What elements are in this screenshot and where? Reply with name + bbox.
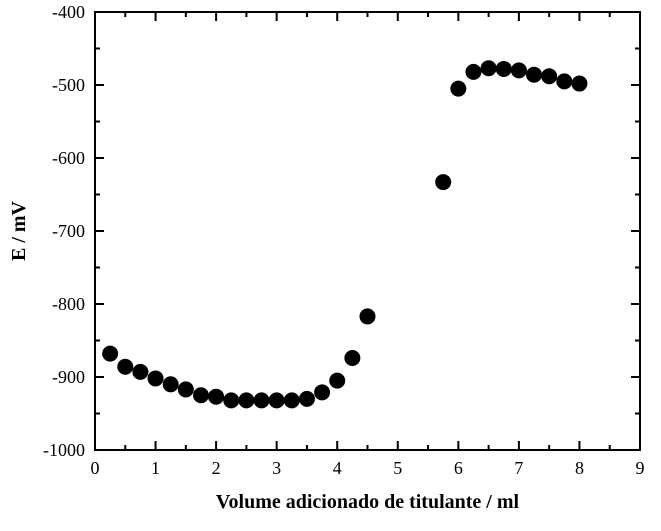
data-point bbox=[496, 61, 511, 76]
data-point bbox=[315, 385, 330, 400]
data-point bbox=[254, 393, 269, 408]
x-tick-label: 4 bbox=[333, 458, 342, 478]
data-point bbox=[572, 76, 587, 91]
y-axis-label: E / mV bbox=[8, 200, 30, 261]
data-point bbox=[284, 393, 299, 408]
data-point bbox=[224, 393, 239, 408]
data-point bbox=[239, 393, 254, 408]
data-point bbox=[557, 74, 572, 89]
chart-svg: 0 1 2 3 4 5 6 7 8 9 -1000 -900 -800 -700 -600 -500 -400 V… bbox=[0, 0, 661, 531]
x-tick-label: 8 bbox=[575, 458, 584, 478]
x-tick-label: 6 bbox=[454, 458, 463, 478]
x-tick-label: 7 bbox=[514, 458, 523, 478]
y-tick-label: -500 bbox=[52, 75, 85, 95]
data-point bbox=[511, 63, 526, 78]
data-point bbox=[451, 81, 466, 96]
titration-chart: 0 1 2 3 4 5 6 7 8 9 -1000 -900 -800 -700 -600 -500 -400 V… bbox=[0, 0, 661, 531]
y-tick-label: -900 bbox=[52, 367, 85, 387]
x-tick-label: 9 bbox=[636, 458, 645, 478]
data-point bbox=[103, 346, 118, 361]
data-point bbox=[542, 69, 557, 84]
data-point bbox=[148, 371, 163, 386]
y-tick-label: -800 bbox=[52, 294, 85, 314]
data-point bbox=[209, 389, 224, 404]
y-tick-label: -1000 bbox=[43, 440, 85, 460]
data-point bbox=[527, 67, 542, 82]
data-point bbox=[330, 373, 345, 388]
data-point bbox=[436, 175, 451, 190]
data-point bbox=[163, 377, 178, 392]
data-point bbox=[360, 309, 375, 324]
data-point bbox=[345, 351, 360, 366]
data-point bbox=[481, 61, 496, 76]
y-tick-label: -400 bbox=[52, 2, 85, 22]
data-point bbox=[299, 391, 314, 406]
data-point bbox=[193, 388, 208, 403]
x-tick-label: 5 bbox=[393, 458, 402, 478]
x-tick-label: 0 bbox=[91, 458, 100, 478]
data-point bbox=[269, 393, 284, 408]
data-point bbox=[118, 359, 133, 374]
data-point bbox=[178, 382, 193, 397]
x-axis-label: Volume adicionado de titulante / ml bbox=[216, 491, 520, 513]
y-tick-label: -700 bbox=[52, 221, 85, 241]
x-tick-label: 2 bbox=[212, 458, 221, 478]
data-point bbox=[133, 364, 148, 379]
data-point bbox=[466, 64, 481, 79]
x-tick-label: 3 bbox=[272, 458, 281, 478]
x-tick-label: 1 bbox=[151, 458, 160, 478]
y-tick-label: -600 bbox=[52, 148, 85, 168]
